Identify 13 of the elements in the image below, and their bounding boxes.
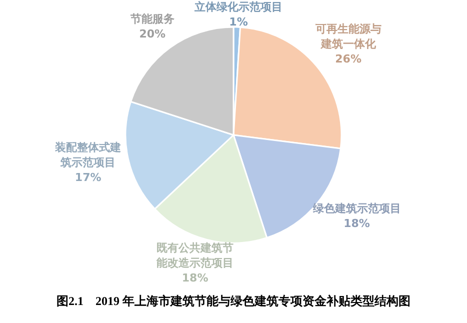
data-label: 18%	[182, 271, 208, 284]
text: 图2.1 2019 年上海市建筑节能与绿色建筑专项资金补贴类型结构图	[56, 293, 412, 310]
data-label: 1%	[229, 15, 248, 28]
slice-label: 装配整体式建筑示范项目	[54, 141, 122, 170]
data-label: 20%	[139, 27, 166, 40]
data-label: 18%	[344, 216, 370, 230]
slice-label: 绿色建筑示范项目	[312, 202, 401, 215]
slice-label: 既有公共建筑节能改造示范项目	[156, 241, 234, 270]
data-label: 17%	[74, 171, 102, 184]
slice-label: 可再生能源与建筑一体化	[314, 22, 382, 51]
slice-label: 立体绿化示范项目	[194, 0, 283, 14]
data-label: 26%	[335, 52, 362, 66]
slice-label: 节能服务	[129, 12, 174, 26]
